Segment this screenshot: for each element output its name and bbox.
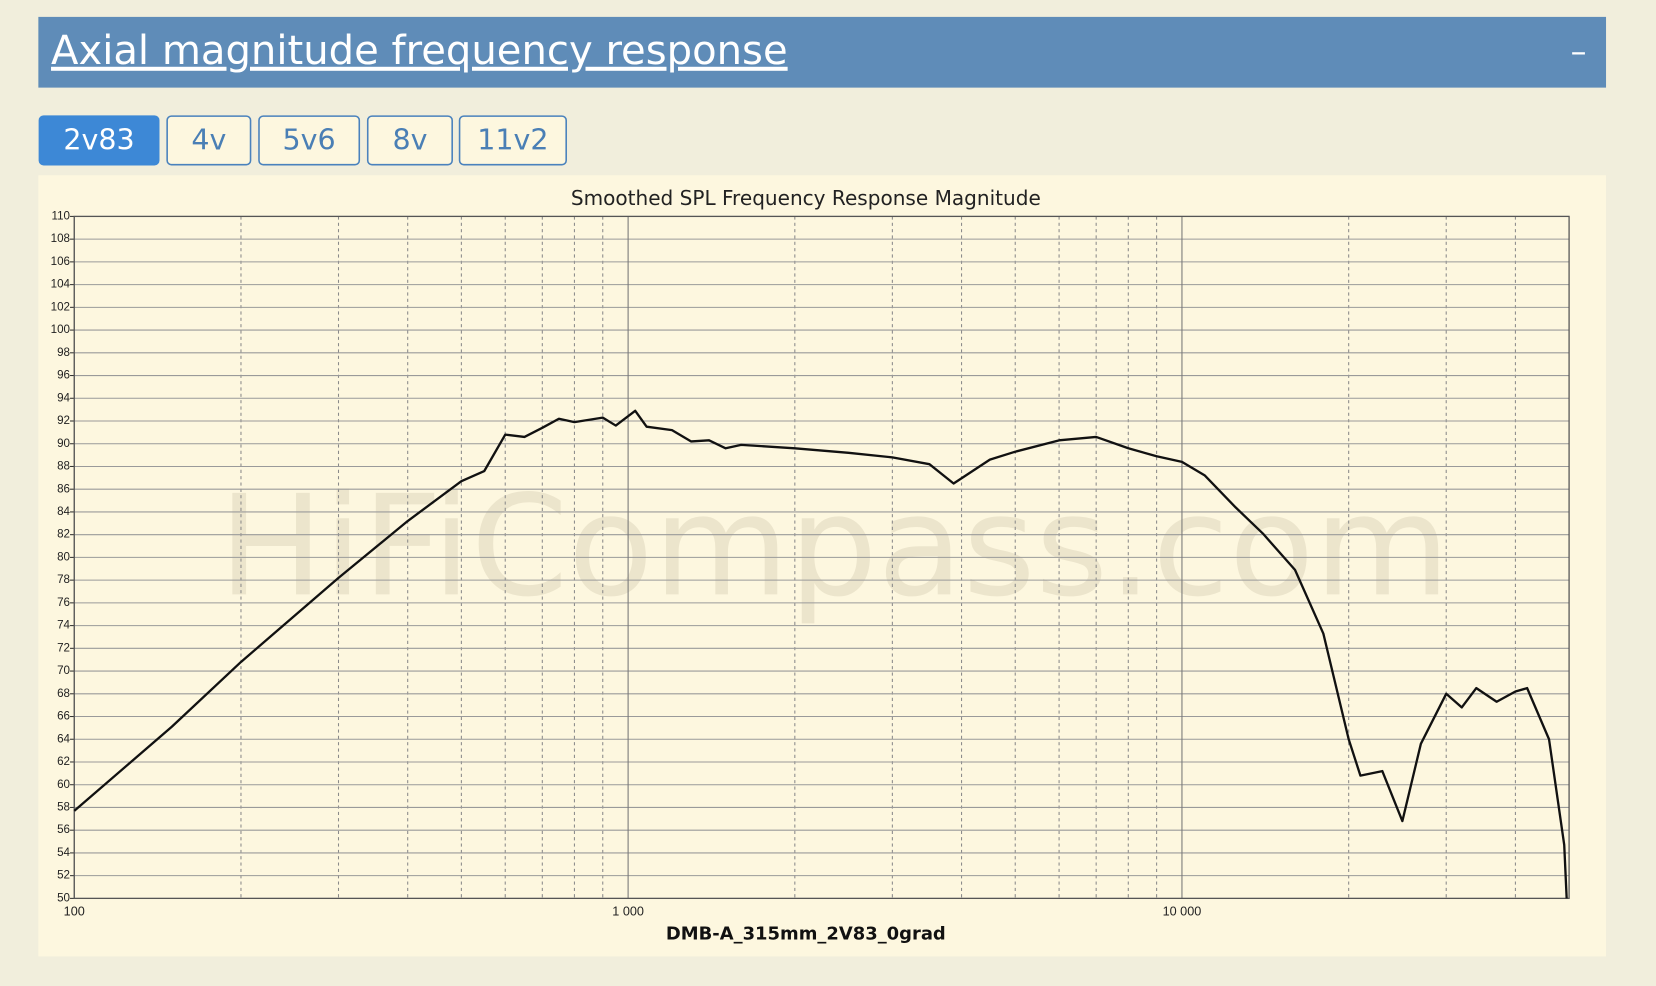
y-tick-label: 62 [57, 755, 70, 768]
y-tick-label: 76 [57, 596, 70, 609]
y-tick-label: 88 [57, 460, 70, 473]
y-tick-label: 60 [57, 778, 70, 791]
y-tick-label: 70 [57, 664, 70, 677]
tab-label[interactable]: 5v6 [283, 123, 336, 156]
tab-button[interactable] [38, 115, 160, 166]
y-tick-label: 96 [57, 369, 70, 382]
y-tick-label: 110 [52, 209, 71, 222]
y-tick-label: 52 [57, 869, 70, 882]
header-bar [38, 16, 1607, 88]
y-tick-label: 92 [57, 414, 70, 427]
y-tick-label: 84 [57, 505, 70, 518]
y-tick-label: 74 [57, 619, 70, 632]
y-tick-label: 58 [57, 801, 70, 814]
y-tick-label: 94 [57, 391, 70, 404]
tab-button[interactable] [458, 115, 567, 166]
y-tick-label: 80 [57, 550, 70, 563]
y-tick-label: 90 [57, 437, 70, 450]
header-title[interactable]: Axial magnitude frequency response [51, 28, 788, 74]
tab-button[interactable] [166, 115, 252, 166]
y-tick-label: 56 [57, 823, 70, 836]
tab-label[interactable]: 2v83 [63, 123, 134, 156]
x-tick-label: 1 000 [612, 904, 644, 918]
tab-label[interactable]: 8v [392, 123, 427, 156]
chart: Smoothed SPL Frequency Response Magnitud… [51, 186, 1570, 944]
y-tick-label: 82 [57, 528, 70, 541]
y-tick-label: 78 [57, 573, 70, 586]
x-tick-label: 10 000 [1163, 904, 1202, 918]
y-tick-label: 104 [51, 278, 71, 291]
y-tick-label: 106 [51, 255, 70, 268]
chart-title: Smoothed SPL Frequency Response Magnitud… [571, 186, 1041, 210]
y-tick-label: 72 [57, 641, 70, 654]
tab-button[interactable] [366, 115, 453, 166]
y-tick-label: 98 [57, 346, 70, 359]
watermark: HiFiCompass.com [219, 465, 1450, 627]
plot-frame [73, 215, 1570, 900]
y-tick-label: 86 [57, 482, 70, 495]
tabs: 2v83 4v 5v6 8v 11v2 [38, 115, 567, 166]
tab-button[interactable] [258, 115, 361, 166]
chart-panel [38, 175, 1607, 957]
tab-label[interactable]: 4v [191, 123, 226, 156]
y-tick-label: 68 [57, 687, 70, 700]
y-tick-label: 50 [57, 891, 70, 904]
collapse-toggle[interactable]: – [1571, 34, 1587, 70]
x-axis-label: DMB-A_315mm_2V83_0grad [666, 923, 946, 944]
y-tick-label: 102 [51, 300, 70, 313]
x-tick-label: 100 [64, 904, 85, 918]
response-curve [73, 409, 1568, 899]
tab-label[interactable]: 11v2 [477, 123, 548, 156]
y-tick-label: 64 [57, 732, 70, 745]
y-tick-label: 54 [57, 846, 70, 859]
y-tick-label: 108 [51, 232, 70, 245]
y-tick-label: 66 [57, 710, 70, 723]
y-tick-label: 100 [51, 323, 70, 336]
